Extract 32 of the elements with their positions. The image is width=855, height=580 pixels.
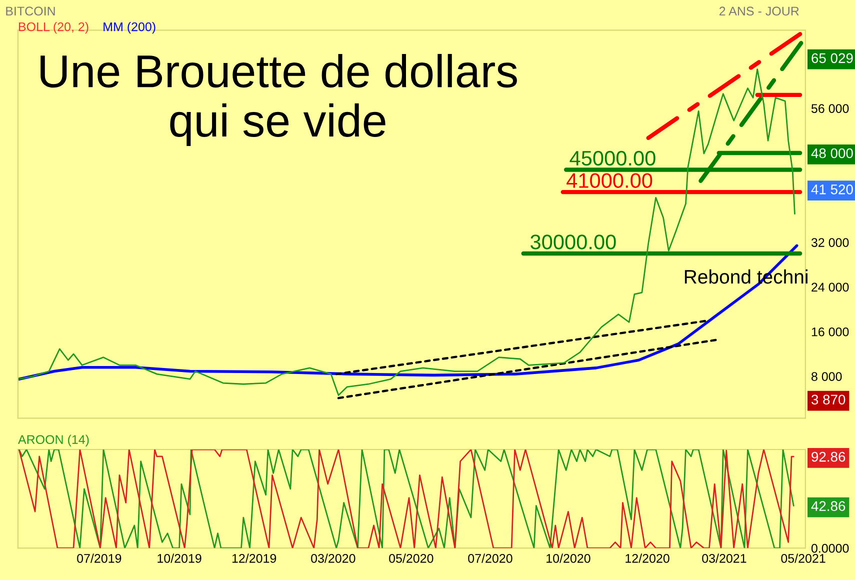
annotation: 30000.00 — [530, 234, 616, 250]
y-tick-label: 32 000 — [811, 238, 849, 247]
text: MM (200) — [104, 22, 156, 34]
chart-title: AROON (14) — [18, 434, 89, 446]
x-tick-label: 12/2019 — [232, 554, 276, 563]
x-tick-label: 05/2021 — [781, 554, 826, 563]
annotation: 41000.00 — [566, 173, 652, 188]
annotation: Une Brouette de dollars qui se vide — [40, 54, 517, 146]
y-tick-label: 42.86 — [811, 501, 846, 512]
y-tick-label: 65 029 — [812, 53, 853, 64]
chart-subtitle: 2 ANS - JOUR — [719, 6, 799, 16]
x-tick-label: 05/2020 — [389, 554, 434, 563]
y-tick-label: 24 000 — [812, 282, 849, 292]
x-tick-label: 10/2020 — [546, 554, 590, 563]
x-tick-label: 03/2021 — [702, 554, 746, 563]
y-tick-label: 48 000 — [811, 148, 853, 158]
y-tick-label: 3 870 — [811, 394, 846, 405]
chart-title: BITCOIN — [6, 6, 55, 16]
x-tick-label: 10/2019 — [158, 554, 202, 563]
x-tick-label: 03/2020 — [311, 554, 356, 563]
annotation: 45000.00 — [570, 150, 656, 166]
x-tick-label: 07/2019 — [77, 554, 122, 563]
y-tick-label: 92.86 — [812, 452, 846, 462]
x-tick-label: 07/2020 — [468, 554, 512, 563]
x-tick-label: 12/2020 — [626, 554, 670, 563]
y-tick-label: 8 000 — [812, 372, 842, 381]
y-tick-label: 16 000 — [812, 327, 849, 336]
y-tick-label: 41 520 — [811, 184, 853, 194]
y-tick-label: 0.0000 — [811, 544, 849, 553]
y-tick-label: 56 000 — [811, 104, 849, 113]
line-series — [18, 450, 794, 548]
annotation: BOLL (20, 2) — [18, 22, 88, 34]
